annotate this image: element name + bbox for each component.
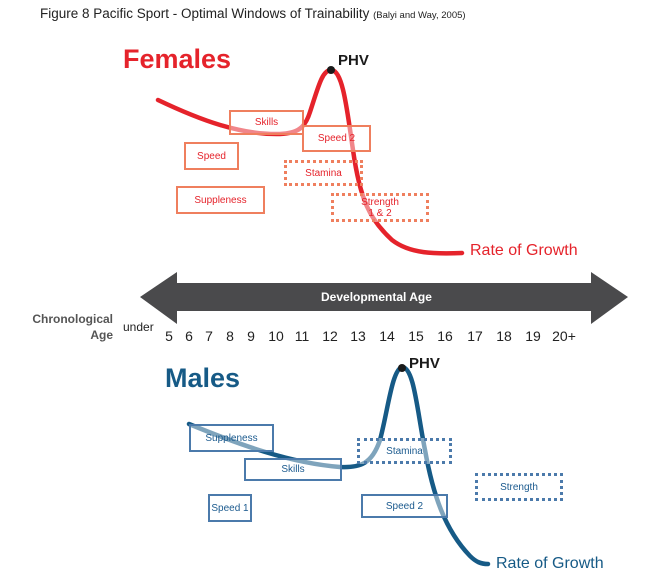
age-tick: 9: [247, 328, 255, 344]
female-window-speed-2: Speed 2: [302, 125, 371, 152]
female-window-suppleness: Suppleness: [176, 186, 265, 214]
female-window-skills: Skills: [229, 110, 304, 135]
chronological-age-line1: Chronological: [32, 312, 113, 326]
age-tick: 15: [408, 328, 424, 344]
female-window-stamina: Stamina: [284, 160, 363, 186]
female-rate-of-growth-label: Rate of Growth: [470, 242, 578, 259]
female-window-label: Strength 1 & 2: [361, 196, 399, 219]
age-tick: 20+: [552, 328, 576, 344]
age-tick: 6: [185, 328, 193, 344]
male-window-speed-2: Speed 2: [361, 494, 448, 518]
males-heading: Males: [165, 363, 241, 393]
chronological-age-label: Chronological Age: [32, 311, 113, 343]
male-window-label: Suppleness: [205, 432, 258, 444]
female-window-speed: Speed: [184, 142, 239, 170]
figure-citation: (Balyi and Way, 2005): [373, 10, 466, 21]
female-window-label: Stamina: [305, 167, 342, 179]
female-window-label: Suppleness: [194, 194, 247, 206]
female-window-label: Speed: [197, 150, 226, 162]
age-tick: 7: [205, 328, 213, 344]
male-window-label: Speed 1: [211, 502, 249, 514]
female-phv-label: PHV: [338, 52, 369, 69]
age-tick: 5: [165, 328, 173, 344]
male-window-suppleness: Suppleness: [189, 424, 274, 452]
age-tick: 19: [525, 328, 541, 344]
female-window-label: Skills: [254, 117, 279, 128]
figure-title: Figure 8 Pacific Sport - Optimal Windows…: [40, 6, 466, 21]
female-window-label: Speed 2: [317, 133, 356, 144]
under-label: under: [123, 320, 154, 334]
age-tick: 17: [467, 328, 483, 344]
male-phv-point: [398, 364, 406, 372]
age-tick: 8: [226, 328, 234, 344]
figure-title-text: Figure 8 Pacific Sport - Optimal Windows…: [40, 6, 370, 21]
age-tick: 16: [437, 328, 453, 344]
age-tick: 14: [379, 328, 395, 344]
developmental-age-arrow: [140, 272, 628, 324]
developmental-age-label: Developmental Age: [321, 290, 432, 304]
male-window-stamina: Stamina: [357, 438, 452, 464]
age-tick: 18: [496, 328, 512, 344]
male-window-skills: Skills: [244, 458, 342, 481]
chronological-age-line2: Age: [90, 328, 113, 342]
age-tick: 12: [322, 328, 338, 344]
male-rate-of-growth-label: Rate of Growth: [496, 555, 604, 572]
female-window-strength: Strength 1 & 2: [331, 193, 429, 222]
females-heading: Females: [123, 44, 232, 74]
male-window-strength: Strength: [475, 473, 563, 501]
age-tick: 13: [350, 328, 366, 344]
male-window-label: Speed 2: [385, 500, 424, 512]
male-phv-label: PHV: [409, 355, 440, 372]
male-window-label: Stamina: [386, 445, 423, 457]
female-phv-point: [327, 66, 335, 74]
male-window-label: Skills: [281, 464, 305, 475]
age-tick: 11: [294, 328, 310, 344]
male-window-label: Strength: [500, 481, 538, 493]
age-tick: 10: [268, 328, 284, 344]
male-window-speed-1: Speed 1: [208, 494, 252, 522]
